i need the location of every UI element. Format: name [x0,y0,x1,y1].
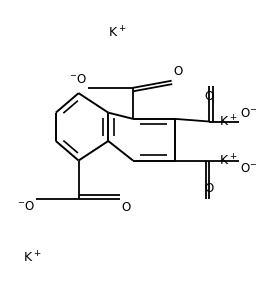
Text: O: O [205,182,214,195]
Text: $^{-}$O: $^{-}$O [17,200,35,213]
Text: K$^+$: K$^+$ [219,114,238,129]
Text: O$^{-}$: O$^{-}$ [240,162,258,175]
Text: K$^+$: K$^+$ [108,25,127,41]
Text: O: O [173,65,182,78]
Text: O: O [121,201,131,214]
Text: O$^{-}$: O$^{-}$ [240,107,258,120]
Text: $^{-}$O: $^{-}$O [69,73,87,86]
Text: K$^+$: K$^+$ [219,153,238,168]
Text: K$^+$: K$^+$ [23,250,42,266]
Text: O: O [205,90,214,103]
